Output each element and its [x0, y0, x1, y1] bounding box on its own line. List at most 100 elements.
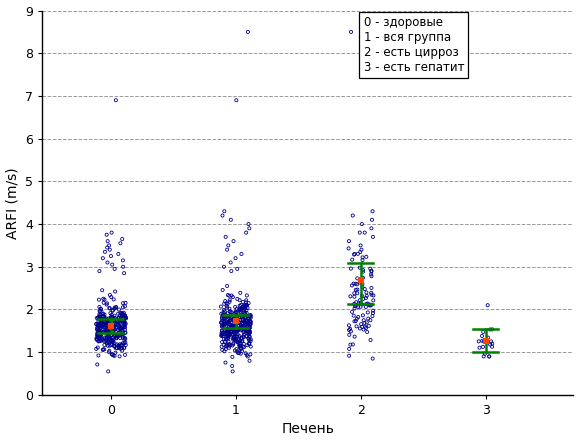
Point — [363, 300, 372, 307]
X-axis label: Печень: Печень — [281, 423, 334, 436]
Point — [113, 251, 123, 258]
Point — [240, 319, 250, 326]
Point — [228, 335, 237, 342]
Point — [105, 246, 115, 253]
Point — [478, 337, 487, 344]
Point — [114, 342, 123, 349]
Point — [98, 347, 107, 354]
Point — [358, 256, 367, 263]
Point — [226, 328, 235, 335]
Point — [98, 321, 107, 328]
Point — [108, 314, 118, 321]
Point — [121, 320, 130, 328]
Point — [225, 323, 234, 330]
Point — [118, 315, 127, 322]
Point — [107, 321, 116, 328]
Point — [113, 315, 123, 322]
Point — [101, 336, 111, 343]
Point — [358, 281, 367, 288]
Point — [103, 342, 112, 349]
Point — [368, 309, 378, 316]
Point — [109, 352, 118, 359]
Point — [121, 339, 130, 346]
Point — [108, 327, 118, 334]
Point — [220, 339, 229, 346]
Point — [234, 350, 244, 357]
Point — [108, 334, 118, 341]
Point — [97, 316, 106, 323]
Point — [225, 292, 234, 299]
Point — [94, 316, 104, 323]
Point — [236, 310, 245, 317]
Point — [114, 306, 123, 313]
Point — [235, 297, 244, 304]
Point — [244, 340, 254, 347]
Point — [115, 332, 124, 339]
Point — [232, 335, 241, 342]
Point — [226, 321, 235, 328]
Point — [228, 324, 237, 332]
Point — [485, 353, 494, 360]
Point — [230, 347, 240, 354]
Point — [230, 313, 240, 320]
Point — [114, 322, 123, 329]
Point — [99, 299, 108, 306]
Point — [102, 300, 112, 307]
Point — [237, 325, 247, 332]
Point — [97, 319, 106, 326]
Point — [119, 331, 128, 338]
Point — [362, 289, 371, 296]
Point — [118, 324, 127, 331]
Point — [217, 319, 226, 326]
Point — [229, 336, 238, 343]
Point — [357, 320, 366, 328]
Point — [102, 322, 112, 329]
Point — [221, 297, 230, 305]
Point — [237, 335, 247, 342]
Point — [234, 306, 244, 313]
Point — [93, 344, 102, 351]
Point — [98, 337, 107, 344]
Point — [235, 307, 244, 314]
Point — [362, 292, 371, 299]
Point — [107, 313, 116, 320]
Point — [106, 310, 115, 317]
Point — [347, 308, 357, 315]
Point — [358, 274, 368, 282]
Point — [230, 327, 240, 334]
Point — [116, 324, 125, 331]
Point — [224, 318, 233, 325]
Point — [218, 323, 227, 330]
Point — [95, 333, 104, 340]
Point — [115, 341, 124, 348]
Point — [120, 326, 130, 333]
Point — [98, 310, 108, 317]
Point — [355, 264, 364, 271]
Point — [359, 326, 368, 333]
Point — [119, 309, 129, 316]
Point — [106, 329, 115, 336]
Point — [353, 281, 362, 288]
Point — [223, 316, 232, 324]
Point — [223, 334, 233, 341]
Point — [217, 331, 226, 338]
Point — [120, 312, 130, 320]
Point — [119, 318, 129, 325]
Point — [362, 253, 371, 260]
Point — [105, 329, 115, 336]
Point — [96, 323, 105, 330]
Point — [230, 319, 239, 326]
Point — [481, 338, 490, 345]
Point — [367, 267, 376, 274]
Point — [364, 315, 373, 322]
Point — [230, 310, 239, 317]
Point — [486, 341, 495, 348]
Point — [105, 305, 115, 312]
Point — [95, 320, 104, 328]
Point — [245, 351, 255, 358]
Point — [104, 333, 113, 340]
Point — [98, 312, 108, 320]
Point — [237, 251, 246, 258]
Point — [112, 321, 121, 328]
Point — [222, 335, 232, 342]
